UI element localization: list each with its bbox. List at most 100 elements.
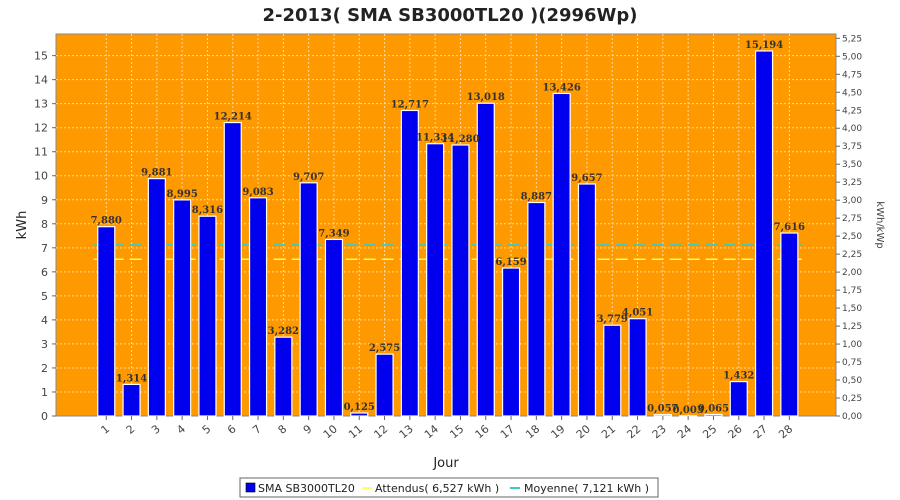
data-label: 13,426 bbox=[543, 82, 581, 93]
x-tick-label: 21 bbox=[599, 422, 618, 441]
bar bbox=[577, 183, 597, 417]
y2-tick-label: 1,25 bbox=[842, 322, 862, 332]
y-tick-label: 1 bbox=[41, 386, 48, 399]
data-label: 8,316 bbox=[192, 205, 223, 216]
bar bbox=[350, 412, 369, 417]
y2-tick-label: 0,50 bbox=[842, 376, 862, 386]
y2-axis-label: kWh/kWp bbox=[874, 201, 885, 248]
plot-area bbox=[55, 33, 837, 417]
data-label: 15,194 bbox=[745, 40, 783, 51]
x-tick-label: 22 bbox=[624, 422, 643, 441]
data-label: 11,280 bbox=[441, 134, 479, 145]
bar bbox=[476, 102, 495, 417]
y-tick-label: 6 bbox=[41, 266, 48, 279]
data-label: 0,003 bbox=[672, 405, 703, 416]
x-tick-label: 23 bbox=[650, 422, 669, 441]
x-tick-label: 18 bbox=[523, 422, 542, 441]
y-tick-label: 3 bbox=[41, 338, 48, 351]
data-label: 11,334 bbox=[416, 133, 454, 144]
x-tick-label: 1 bbox=[98, 422, 112, 436]
y2-tick-label: 3,25 bbox=[842, 178, 862, 188]
x-tick-label: 20 bbox=[574, 422, 593, 441]
x-tick-label: 3 bbox=[149, 422, 163, 436]
x-axis-label: Jour bbox=[432, 456, 459, 471]
right-axis-ticks: 0,00 0,25 0,50 0,75 1,00 1,25 1,50 1,75 2,00 2,25… bbox=[836, 34, 862, 422]
y2-tick-label: 5,25 bbox=[842, 34, 862, 44]
data-label: 9,707 bbox=[293, 172, 324, 183]
x-tick-label: 24 bbox=[675, 422, 694, 441]
y-tick-label: 4 bbox=[41, 314, 48, 327]
data-label: 9,881 bbox=[141, 168, 172, 179]
bar bbox=[451, 144, 470, 417]
y-tick-label: 9 bbox=[41, 194, 48, 207]
legend-label-moyenne: Moyenne( 7,121 kWh ) bbox=[524, 482, 649, 495]
data-label: 12,717 bbox=[391, 99, 429, 110]
bar bbox=[426, 143, 445, 417]
bar bbox=[173, 199, 192, 417]
y2-tick-label: 3,50 bbox=[842, 160, 862, 170]
data-label: 13,018 bbox=[467, 92, 505, 103]
x-tick-label: 19 bbox=[548, 422, 567, 441]
data-label: 8,995 bbox=[166, 189, 197, 200]
x-tick-label: 2 bbox=[124, 422, 138, 436]
bar bbox=[400, 109, 419, 417]
x-tick-label: 17 bbox=[498, 422, 517, 441]
y-tick-label: 5 bbox=[41, 290, 48, 303]
y2-tick-label: 5,00 bbox=[842, 52, 862, 62]
y-tick-label: 15 bbox=[34, 50, 48, 63]
x-tick-label: 8 bbox=[276, 422, 290, 436]
x-tick-label: 14 bbox=[422, 422, 441, 441]
x-tick-label: 16 bbox=[473, 422, 492, 441]
data-labels: 7,880 1,314 9,881 8,995 8,316 12,214 9,083 3,28… bbox=[91, 40, 805, 416]
y2-tick-label: 4,25 bbox=[842, 106, 862, 116]
x-tick-label: 5 bbox=[200, 422, 214, 436]
y2-tick-label: 2,50 bbox=[842, 232, 862, 242]
x-tick-label: 28 bbox=[776, 422, 795, 441]
data-label: 1,314 bbox=[116, 373, 147, 384]
y-tick-label: 10 bbox=[34, 170, 48, 183]
chart-title: 2-2013( SMA SB3000TL20 )(2996Wp) bbox=[262, 5, 637, 26]
y-tick-label: 12 bbox=[34, 122, 48, 135]
y-tick-label: 13 bbox=[34, 98, 48, 111]
data-label: 2,575 bbox=[369, 343, 400, 354]
data-label: 0,125 bbox=[344, 402, 375, 413]
y-tick-label: 8 bbox=[41, 218, 48, 231]
y2-tick-label: 2,75 bbox=[842, 214, 862, 224]
y2-tick-label: 2,25 bbox=[842, 250, 862, 260]
bar bbox=[274, 336, 293, 417]
data-label: 9,083 bbox=[242, 187, 273, 198]
y-tick-label: 7 bbox=[41, 242, 48, 255]
data-label: 3,779 bbox=[597, 314, 628, 325]
y2-tick-label: 3,00 bbox=[842, 196, 862, 206]
legend-swatch-bar bbox=[245, 482, 256, 493]
y2-tick-label: 1,50 bbox=[842, 304, 862, 314]
y2-tick-label: 4,75 bbox=[842, 70, 862, 80]
x-tick-label: 11 bbox=[346, 422, 365, 441]
bar bbox=[501, 267, 521, 417]
bar bbox=[299, 182, 318, 417]
y2-tick-label: 3,75 bbox=[842, 142, 862, 152]
bar bbox=[603, 324, 622, 417]
x-tick-label: 4 bbox=[174, 422, 188, 436]
y2-tick-label: 2,00 bbox=[842, 268, 862, 278]
bar bbox=[248, 197, 268, 417]
y-tick-label: 0 bbox=[41, 410, 48, 423]
y2-tick-label: 4,50 bbox=[842, 88, 862, 98]
y2-tick-label: 0,00 bbox=[842, 412, 862, 422]
data-label: 8,887 bbox=[521, 191, 552, 202]
bar bbox=[653, 414, 672, 417]
bar bbox=[729, 380, 748, 417]
y-axis-label: kWh bbox=[15, 211, 30, 240]
y2-tick-label: 1,75 bbox=[842, 286, 862, 296]
data-label: 1,432 bbox=[723, 371, 754, 382]
bar bbox=[754, 50, 774, 417]
bar bbox=[223, 121, 242, 417]
x-tick-label: 25 bbox=[700, 422, 719, 441]
x-tick-label: 6 bbox=[225, 422, 239, 436]
data-label: 0,065 bbox=[698, 403, 729, 414]
x-tick-label: 12 bbox=[371, 422, 390, 441]
y-tick-label: 11 bbox=[34, 146, 48, 159]
data-label: 7,349 bbox=[318, 228, 349, 239]
